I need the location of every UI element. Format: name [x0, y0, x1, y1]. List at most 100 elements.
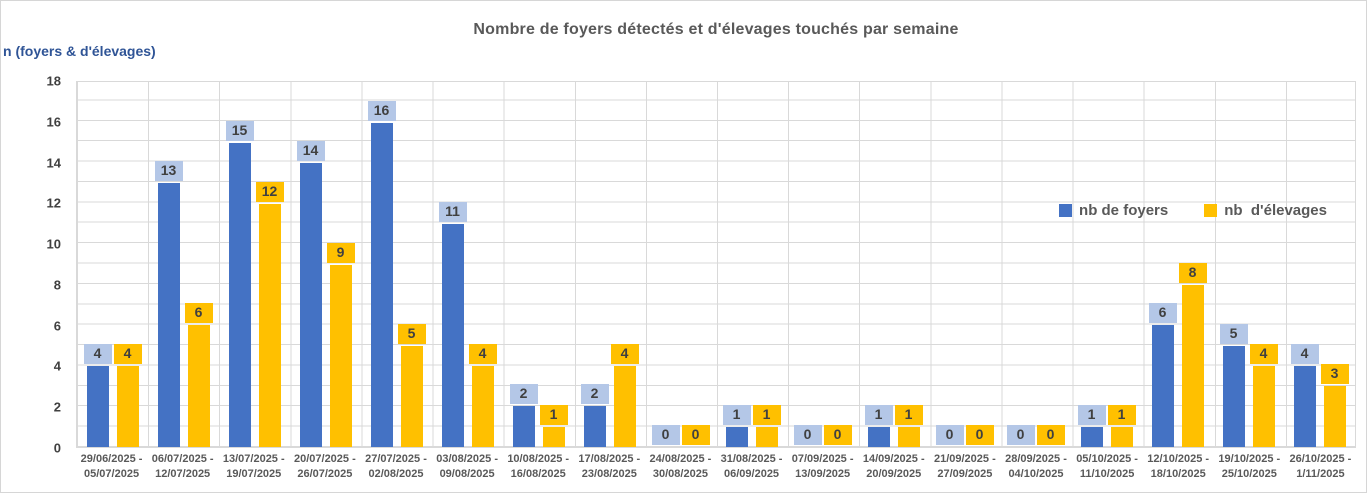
y-axis-tick: 16 [46, 114, 61, 130]
bar-with-label: 0 [793, 82, 822, 447]
bar-foyers [370, 122, 393, 447]
bar-foyers [299, 163, 322, 447]
bar-foyers [512, 406, 535, 447]
bar-with-label: 0 [1036, 82, 1065, 447]
bar-value-label: 15 [225, 120, 254, 141]
bar-value-label: 2 [580, 384, 609, 405]
bar-value-label: 14 [296, 141, 325, 162]
bar-value-label: 1 [1077, 404, 1106, 425]
bar-value-label: 8 [1178, 262, 1207, 283]
bar-foyers [228, 142, 251, 447]
bar-foyers [86, 365, 109, 447]
bar-value-label: 4 [1290, 343, 1319, 364]
bar-with-label: 0 [681, 82, 710, 447]
bar-value-label: 4 [468, 343, 497, 364]
bar-elevages [400, 345, 423, 447]
bar-with-label: 0 [823, 82, 852, 447]
bar-with-label: 2 [580, 82, 609, 447]
bar-value-label: 0 [823, 425, 852, 445]
bar-value-label: 0 [651, 425, 680, 445]
bar-with-label: 0 [965, 82, 994, 447]
y-axis-tick: 6 [53, 318, 61, 334]
x-axis-label: 03/08/2025 -09/08/2025 [436, 453, 498, 480]
x-axis: 29/06/2025 -05/07/2025 06/07/2025 -12/07/… [76, 452, 1356, 482]
y-axis-tick: 2 [53, 399, 61, 415]
bar-value-label: 3 [1320, 364, 1349, 385]
bar-with-label: 14 [296, 82, 325, 447]
bar-value-label: 1 [539, 404, 568, 425]
bar-elevages [1181, 284, 1204, 447]
bar-elevages [329, 264, 352, 447]
x-axis-label: 13/07/2025 -19/07/2025 [222, 453, 285, 480]
bar-value-label: 6 [184, 303, 213, 324]
bar-with-label: 4 [1290, 82, 1319, 447]
bar-value-label: 4 [83, 343, 112, 364]
bar-with-label: 0 [651, 82, 680, 447]
x-axis-label: 20/07/2025 -26/07/2025 [293, 453, 356, 480]
bar-with-label: 3 [1320, 82, 1349, 447]
bar-foyers [725, 426, 748, 447]
x-axis-label: 29/06/2025 -05/07/2025 [80, 453, 143, 480]
bar-value-label: 0 [681, 425, 710, 445]
bar-foyers [867, 426, 890, 447]
legend-label-foyers: nb de foyers [1079, 202, 1169, 219]
bar-value-label: 1 [752, 404, 781, 425]
bar-value-label: 4 [113, 343, 142, 364]
y-axis-tick: 10 [46, 236, 61, 252]
bar-elevages [471, 365, 494, 447]
x-axis-label: 10/08/2025 -16/08/2025 [507, 453, 570, 480]
bar-with-label: 1 [1107, 82, 1136, 447]
bar-with-label: 4 [1249, 82, 1278, 447]
y-axis-tick: 8 [53, 277, 61, 293]
bar-with-label: 4 [610, 82, 639, 447]
y-axis-tick: 18 [46, 73, 61, 89]
bar-with-label: 1 [722, 82, 751, 447]
bar-with-label: 5 [397, 82, 426, 447]
bar-elevages [542, 426, 565, 447]
legend-item-elevages: nb d'élevages [1204, 202, 1327, 219]
bar-foyers [157, 183, 180, 447]
x-axis-label: 27/07/2025 -02/08/2025 [365, 453, 427, 480]
bar-with-label: 11 [438, 82, 467, 447]
plot-area: 4 4 13 6 15 12 14 9 16 5 11 4 2 1 2 4 0 0 1 1 0 0 1 1 0 0 0 0 1 1 6 8 5 4… [76, 81, 1356, 448]
bar-with-label: 16 [367, 82, 396, 447]
bar-elevages [613, 365, 636, 447]
x-axis-label: 05/10/2025 -11/10/2025 [1076, 453, 1138, 480]
bar-group: 15 12 [219, 82, 290, 447]
bar-with-label: 0 [935, 82, 964, 447]
bar-value-label: 4 [610, 343, 639, 364]
bar-value-label: 1 [894, 404, 923, 425]
bar-value-label: 5 [397, 323, 426, 344]
x-axis-label: 14/09/2025 -20/09/2025 [862, 453, 925, 480]
y-axis-tick: 0 [53, 440, 61, 456]
bar-with-label: 4 [468, 82, 497, 447]
bar-value-label: 12 [255, 181, 284, 202]
bar-value-label: 1 [1107, 404, 1136, 425]
bar-value-label: 0 [965, 425, 994, 445]
bar-value-label: 2 [509, 384, 538, 405]
bar-group: 11 4 [432, 82, 503, 447]
bar-with-label: 1 [539, 82, 568, 447]
x-axis-label: 17/08/2025 -23/08/2025 [578, 453, 641, 480]
bar-foyers [1151, 325, 1174, 447]
bar-group: 13 6 [148, 82, 219, 447]
bar-value-label: 5 [1219, 323, 1248, 344]
bar-value-label: 0 [793, 425, 822, 445]
bar-with-label: 4 [113, 82, 142, 447]
elevages-swatch-icon [1204, 204, 1218, 217]
x-axis-label: 06/07/2025 -12/07/2025 [151, 453, 214, 480]
bar-with-label: 9 [326, 82, 355, 447]
bar-with-label: 6 [184, 82, 213, 447]
bar-value-label: 11 [438, 201, 467, 222]
bar-with-label: 5 [1219, 82, 1248, 447]
y-axis-tick: 12 [46, 195, 61, 211]
bar-foyers [1293, 365, 1316, 447]
bar-with-label: 8 [1178, 82, 1207, 447]
bar-with-label: 1 [894, 82, 923, 447]
